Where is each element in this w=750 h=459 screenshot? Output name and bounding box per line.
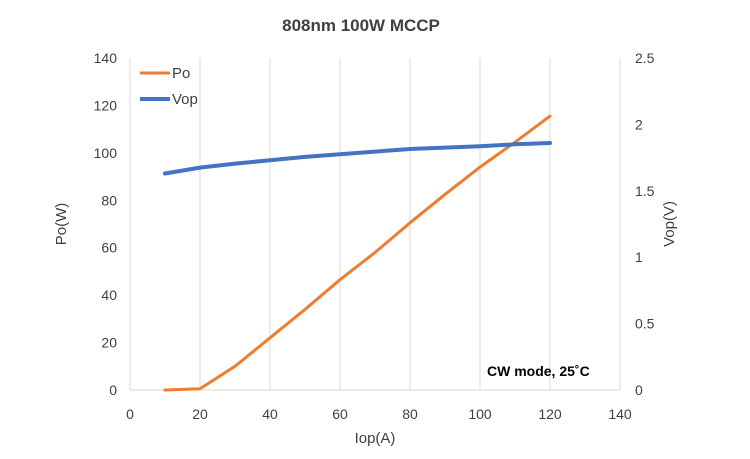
y2-tick-label: 2.5 [635, 50, 655, 66]
x-tick-label: 20 [192, 406, 208, 422]
x-tick-label: 80 [402, 406, 418, 422]
legend-label-po: Po [172, 65, 190, 82]
x-tick-label: 60 [332, 406, 348, 422]
x-tick-label: 140 [608, 406, 632, 422]
legend: Po Vop [140, 65, 198, 108]
y2-tick-label: 2 [635, 116, 643, 132]
x-tick-label: 40 [262, 406, 278, 422]
grid-lines [129, 58, 621, 391]
y-tick-label: 60 [101, 240, 117, 256]
y-tick-label: 0 [109, 382, 117, 398]
axis-ticks: 0 20 40 60 80 100 120 14002040608010012014000.5… [94, 50, 655, 422]
y2-tick-label: 1.5 [635, 183, 655, 199]
y2-tick-label: 0 [635, 382, 643, 398]
y2-tick-label: 0.5 [635, 316, 655, 332]
chart-title: 808nm 100W MCCP [282, 16, 440, 35]
legend-label-vop: Vop [172, 91, 198, 108]
plot-series [163, 114, 552, 392]
y2-tick-label: 1 [635, 249, 643, 265]
y-tick-label: 100 [94, 145, 118, 161]
y-tick-label: 120 [94, 97, 118, 113]
series-line-vop [163, 141, 552, 176]
x-tick-label: 120 [538, 406, 562, 422]
series-line-po [163, 114, 552, 392]
y-tick-label: 40 [101, 287, 117, 303]
y-axis-label: Po(W) [53, 203, 70, 246]
y-tick-label: 80 [101, 192, 117, 208]
y2-axis-label: Vop(V) [661, 201, 678, 247]
chart-annotation: CW mode, 25˚C [487, 363, 590, 379]
x-axis-label: Iop(A) [355, 430, 396, 447]
y-tick-label: 140 [94, 50, 118, 66]
x-tick-label: 100 [468, 406, 492, 422]
y-tick-label: 20 [101, 335, 117, 351]
x-tick-label: 0 [126, 406, 134, 422]
